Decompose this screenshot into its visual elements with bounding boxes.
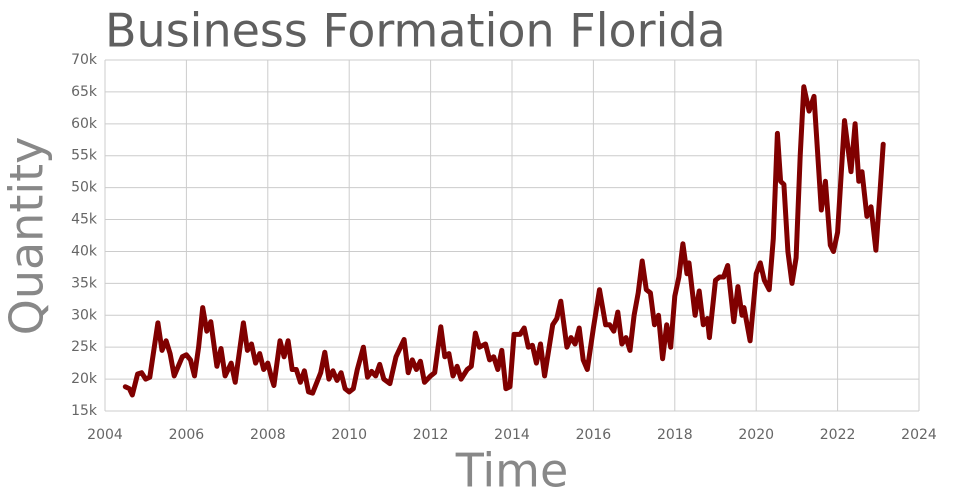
x-tick-label: 2004: [87, 427, 123, 443]
y-tick-label: 35k: [71, 275, 98, 291]
x-tick-label: 2018: [657, 427, 693, 443]
chart-title: Business Formation Florida: [105, 4, 726, 58]
y-tick-label: 55k: [71, 148, 98, 164]
x-tick-label: 2012: [413, 427, 449, 443]
y-tick-label: 40k: [71, 243, 98, 259]
x-tick-label: 2006: [169, 427, 205, 443]
x-tick-label: 2022: [820, 427, 856, 443]
x-tick-label: 2016: [576, 427, 612, 443]
y-tick-label: 50k: [71, 180, 98, 196]
y-tick-label: 15k: [71, 403, 98, 419]
y-tick-label: 65k: [71, 84, 98, 100]
x-tick-label: 2014: [494, 427, 530, 443]
x-tick-label: 2020: [738, 427, 774, 443]
y-tick-label: 60k: [71, 116, 98, 132]
x-tick-label: 2010: [331, 427, 367, 443]
y-tick-label: 25k: [71, 339, 98, 355]
x-tick-label: 2008: [250, 427, 286, 443]
y-axis-label: Quantity: [0, 137, 54, 336]
y-tick-label: 30k: [71, 307, 98, 323]
x-tick-label: 2024: [901, 427, 937, 443]
data-line: [122, 84, 886, 398]
y-tick-label: 45k: [71, 212, 98, 228]
x-axis-label: Time: [455, 444, 569, 498]
y-tick-label: 70k: [71, 52, 98, 68]
y-tick-label: 20k: [71, 371, 98, 387]
